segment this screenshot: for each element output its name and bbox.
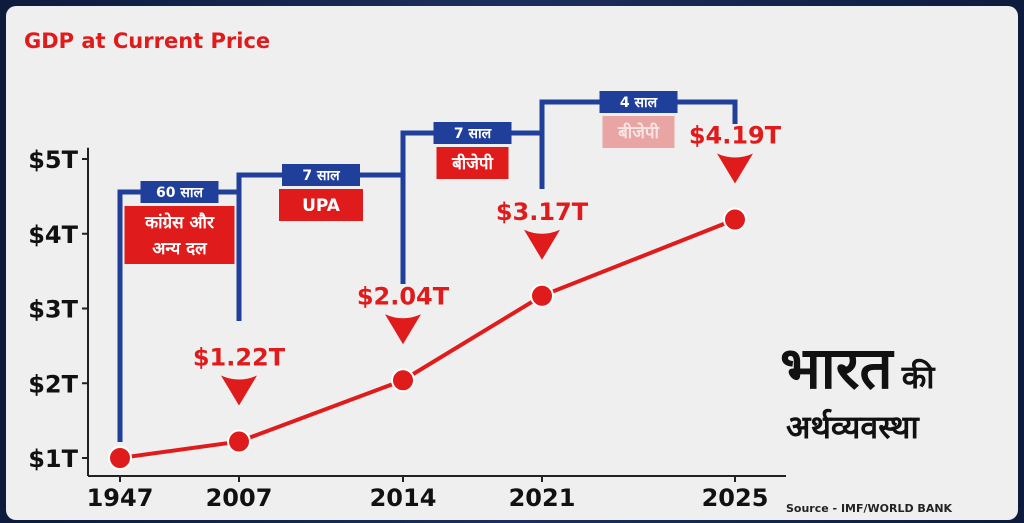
party-label: अन्य दल [152, 239, 208, 259]
data-point [530, 283, 554, 308]
label-pointer [385, 314, 421, 345]
label-pointer [717, 153, 753, 184]
branding: भारत की अर्थव्यवस्था [780, 334, 936, 446]
branding-bharat: भारत [780, 334, 895, 402]
chart-title: GDP at Current Price [24, 29, 270, 53]
branding-ki: की [901, 358, 937, 396]
y-tick-label: $2T [28, 370, 78, 398]
x-tick-label: 2025 [702, 484, 769, 512]
party-label: बीजेपी [617, 122, 659, 143]
chart-card: GDP at Current Price $1T $2T $3T $4T $5T 1947… [6, 6, 1018, 520]
period-bracket: 7 साल UPA [236, 164, 406, 315]
duration-label: 4 साल [620, 95, 658, 111]
branding-arthvyavastha: अर्थव्यवस्था [786, 408, 920, 446]
data-labels: $1.22T $2.04T $3.17T $4.19T [193, 122, 782, 406]
x-tick-label: 2014 [370, 484, 437, 512]
duration-label: 7 साल [302, 168, 340, 184]
party-label: बीजेपी [451, 153, 493, 174]
duration-label: 60 साल [156, 185, 203, 201]
gdp-line-chart: GDP at Current Price $1T $2T $3T $4T $5T 1947… [24, 29, 953, 515]
label-pointer [221, 375, 257, 406]
y-tick-label: $5T [28, 146, 78, 174]
source-note: Source - IMF/WORLD BANK [786, 502, 953, 515]
duration-box [282, 164, 360, 186]
party-box [602, 116, 675, 148]
data-point [723, 207, 747, 232]
x-tick-label: 2007 [206, 484, 273, 512]
party-box [436, 147, 509, 179]
period-bracket: 4 साल बीजेपी [539, 91, 738, 186]
data-point [227, 429, 251, 454]
x-tick-label: 1947 [87, 484, 154, 512]
label-pointer [524, 229, 560, 260]
x-tick-label: 2021 [509, 484, 576, 512]
party-box [279, 189, 363, 221]
duration-box [433, 122, 512, 144]
data-point [391, 368, 415, 393]
branding-line1: भारत की [780, 334, 936, 402]
axes: $1T $2T $3T $4T $5T 1947 2007 2014 2021 2025 [28, 146, 786, 512]
data-label: $3.17T [496, 198, 589, 226]
data-label: $2.04T [357, 282, 450, 310]
party-label: UPA [302, 196, 341, 216]
government-period-brackets: 60 साल कांग्रेस और अन्य दल 7 साल UPA 7 साल बीज… [117, 91, 738, 442]
data-label: $1.22T [193, 344, 286, 372]
data-point [108, 446, 132, 470]
party-label: कांग्रेस और [144, 212, 215, 233]
duration-box [599, 91, 678, 113]
period-bracket: 60 साल कांग्रेस और अन्य दल [117, 181, 242, 442]
duration-box [140, 181, 219, 203]
y-tick-label: $4T [28, 221, 78, 249]
gdp-series [108, 207, 747, 470]
duration-label: 7 साल [454, 126, 492, 142]
party-box [124, 206, 235, 264]
y-tick-label: $1T [28, 445, 78, 473]
y-tick-label: $3T [28, 296, 78, 324]
data-label: $4.19T [689, 122, 782, 150]
